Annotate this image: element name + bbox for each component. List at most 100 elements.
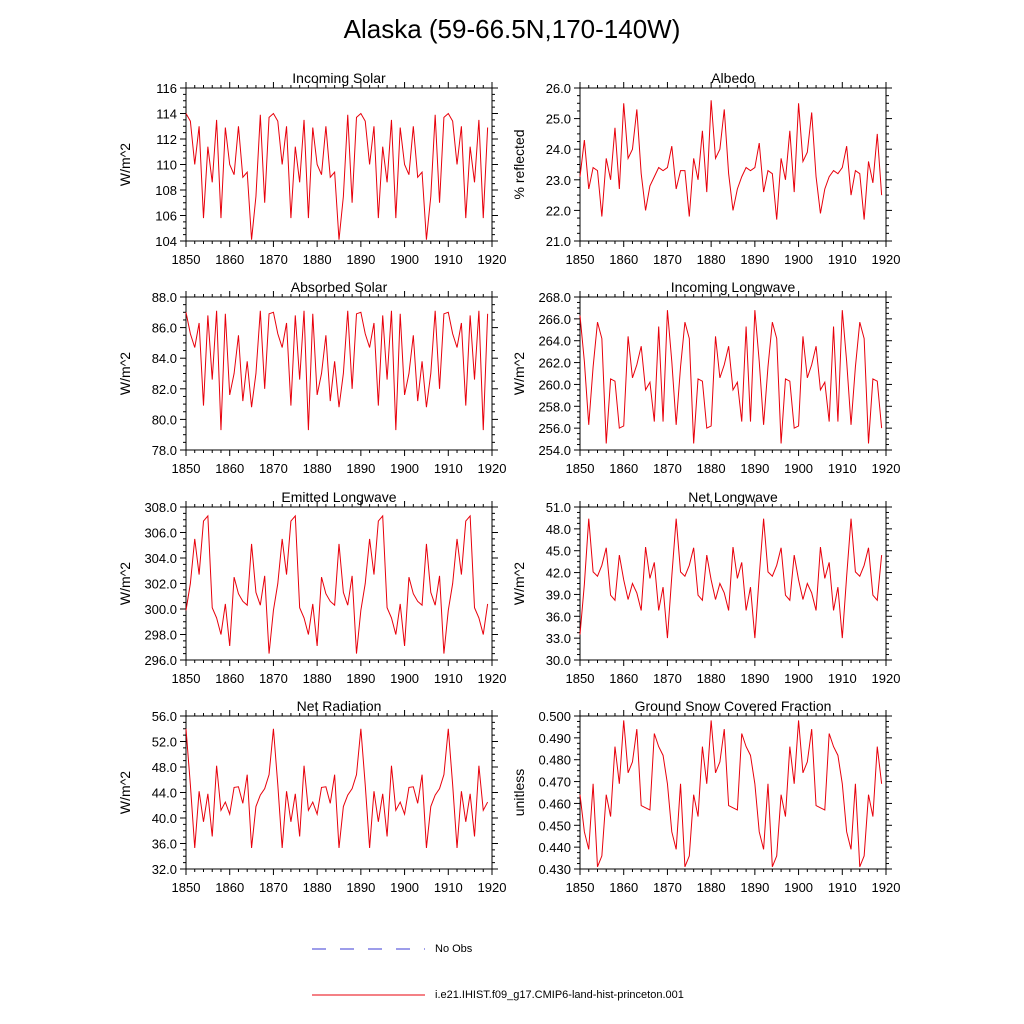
chart-ground-snow-covered-fraction: Ground Snow Covered Fraction unitless 0.43… xyxy=(511,698,900,895)
chart-net-radiation-xtick-label: 1910 xyxy=(434,880,463,895)
chart-absorbed-solar-title: Absorbed Solar xyxy=(291,279,388,295)
chart-net-radiation: Net Radiation W/m^2 32.0 36.0 40.0 44.0 48.0 52… xyxy=(117,698,506,895)
chart-net-longwave-ytick-label: 39.0 xyxy=(546,587,571,602)
chart-incoming-longwave-ytick-label: 256.0 xyxy=(538,421,571,436)
chart-net-longwave-xtick-label: 1880 xyxy=(697,671,726,686)
chart-albedo: Albedo % reflected 21.0 22.0 23.0 24.0 25.0 26.… xyxy=(511,70,900,267)
chart-absorbed-solar-ytick-label: 78.0 xyxy=(152,443,177,458)
chart-emitted-longwave-xtick-label: 1870 xyxy=(259,671,288,686)
chart-net-longwave-xtick-label: 1920 xyxy=(872,671,901,686)
chart-albedo-xtick-label: 1910 xyxy=(828,252,857,267)
chart-emitted-longwave-xtick-label: 1900 xyxy=(390,671,419,686)
chart-incoming-longwave-xtick-label: 1910 xyxy=(828,461,857,476)
chart-emitted-longwave-xtick-label: 1890 xyxy=(346,671,375,686)
chart-ground-snow-covered-fraction-ytick-label: 0.450 xyxy=(538,818,571,833)
chart-incoming-longwave-ytick-label: 260.0 xyxy=(538,377,571,392)
chart-ground-snow-covered-fraction-series-line xyxy=(579,720,883,867)
chart-ground-snow-covered-fraction-xtick-label: 1880 xyxy=(697,880,726,895)
chart-net-longwave-ytick-label: 45.0 xyxy=(546,544,571,559)
chart-net-radiation-ytick-label: 52.0 xyxy=(152,735,177,750)
chart-net-radiation-series-line xyxy=(185,728,489,849)
chart-absorbed-solar-xtick-label: 1870 xyxy=(259,461,288,476)
chart-incoming-longwave-ylabel: W/m^2 xyxy=(511,352,527,395)
chart-incoming-solar-xtick-label: 1890 xyxy=(346,252,375,267)
chart-net-longwave-xtick-label: 1910 xyxy=(828,671,857,686)
chart-emitted-longwave-ytick-label: 300.0 xyxy=(144,602,177,617)
chart-emitted-longwave-ytick-label: 296.0 xyxy=(144,653,177,668)
chart-net-longwave-ytick-label: 36.0 xyxy=(546,609,571,624)
chart-incoming-longwave-title: Incoming Longwave xyxy=(671,279,796,295)
chart-albedo-ytick-label: 21.0 xyxy=(546,234,571,249)
chart-albedo-xtick-label: 1880 xyxy=(697,252,726,267)
chart-absorbed-solar-ytick-label: 82.0 xyxy=(152,382,177,397)
page-title: Alaska (59-66.5N,170-140W) xyxy=(343,14,681,44)
chart-incoming-solar-ytick-label: 108 xyxy=(155,183,177,198)
chart-albedo-series-line xyxy=(579,100,883,220)
chart-emitted-longwave: Emitted Longwave W/m^2 296.0 298.0 300.0 302.… xyxy=(117,489,506,686)
chart-net-radiation-ytick-label: 44.0 xyxy=(152,786,177,801)
chart-absorbed-solar-xtick-label: 1860 xyxy=(215,461,244,476)
chart-net-longwave-series-line xyxy=(579,518,883,639)
chart-incoming-solar-title: Incoming Solar xyxy=(292,70,386,86)
chart-ground-snow-covered-fraction-xtick-label: 1850 xyxy=(566,880,595,895)
chart-incoming-solar-ytick-label: 106 xyxy=(155,209,177,224)
chart-incoming-solar-xtick-label: 1880 xyxy=(303,252,332,267)
chart-emitted-longwave-xtick-label: 1860 xyxy=(215,671,244,686)
chart-albedo-frame xyxy=(579,87,887,242)
chart-albedo-ytick-label: 25.0 xyxy=(546,112,571,127)
chart-incoming-longwave: Incoming Longwave W/m^2 254.0 256.0 258.0 260… xyxy=(511,279,900,476)
chart-absorbed-solar-ytick-label: 84.0 xyxy=(152,351,177,366)
chart-net-radiation-xtick-label: 1880 xyxy=(303,880,332,895)
chart-albedo-ytick-label: 24.0 xyxy=(546,142,571,157)
chart-emitted-longwave-ytick-label: 304.0 xyxy=(144,551,177,566)
chart-incoming-solar-ytick-label: 114 xyxy=(156,107,177,122)
chart-emitted-longwave-series-line xyxy=(185,514,489,654)
chart-ground-snow-covered-fraction-ytick-label: 0.480 xyxy=(538,753,571,768)
chart-ground-snow-covered-fraction-ytick-label: 0.490 xyxy=(538,731,571,746)
chart-emitted-longwave-ytick-label: 298.0 xyxy=(144,628,177,643)
chart-net-radiation-xtick-label: 1860 xyxy=(215,880,244,895)
chart-albedo-xtick-label: 1870 xyxy=(653,252,682,267)
chart-net-longwave-ytick-label: 30.0 xyxy=(546,653,571,668)
chart-net-longwave-frame xyxy=(579,506,887,661)
chart-albedo-xtick-label: 1920 xyxy=(872,252,901,267)
chart-incoming-solar-xtick-label: 1920 xyxy=(478,252,507,267)
chart-net-longwave-xtick-label: 1870 xyxy=(653,671,682,686)
chart-emitted-longwave-frame xyxy=(185,506,493,661)
chart-incoming-longwave-xtick-label: 1900 xyxy=(784,461,813,476)
chart-absorbed-solar-xtick-label: 1850 xyxy=(172,461,201,476)
chart-incoming-longwave-ytick-label: 268.0 xyxy=(538,290,571,305)
chart-net-longwave-xtick-label: 1850 xyxy=(566,671,595,686)
chart-absorbed-solar-xtick-label: 1910 xyxy=(434,461,463,476)
chart-emitted-longwave-ytick-label: 308.0 xyxy=(144,500,177,515)
chart-incoming-longwave-xtick-label: 1850 xyxy=(566,461,595,476)
chart-absorbed-solar-frame xyxy=(185,296,493,451)
chart-incoming-solar-series-line xyxy=(185,112,489,240)
chart-net-longwave-xtick-label: 1900 xyxy=(784,671,813,686)
chart-ground-snow-covered-fraction-xtick-label: 1890 xyxy=(740,880,769,895)
chart-albedo-ytick-label: 23.0 xyxy=(546,173,571,188)
chart-net-longwave-ytick-label: 51.0 xyxy=(546,500,571,515)
chart-incoming-solar-xtick-label: 1900 xyxy=(390,252,419,267)
chart-net-longwave-ylabel: W/m^2 xyxy=(511,562,527,605)
chart-absorbed-solar-ytick-label: 88.0 xyxy=(152,290,177,305)
chart-albedo-xtick-label: 1900 xyxy=(784,252,813,267)
chart-incoming-longwave-xtick-label: 1890 xyxy=(740,461,769,476)
chart-emitted-longwave-ytick-label: 306.0 xyxy=(144,526,177,541)
chart-ground-snow-covered-fraction-frame xyxy=(579,715,887,870)
chart-net-longwave-title: Net Longwave xyxy=(688,489,778,505)
chart-albedo-ylabel: % reflected xyxy=(511,129,527,199)
chart-absorbed-solar-ytick-label: 80.0 xyxy=(152,412,177,427)
chart-ground-snow-covered-fraction-ytick-label: 0.460 xyxy=(538,796,571,811)
chart-incoming-longwave-ytick-label: 266.0 xyxy=(538,312,571,327)
chart-incoming-solar-ytick-label: 104 xyxy=(155,234,177,249)
chart-incoming-solar-ytick-label: 110 xyxy=(156,158,177,173)
chart-absorbed-solar-xtick-label: 1900 xyxy=(390,461,419,476)
chart-emitted-longwave-xtick-label: 1920 xyxy=(478,671,507,686)
chart-net-radiation-xtick-label: 1890 xyxy=(346,880,375,895)
chart-ground-snow-covered-fraction-xtick-label: 1860 xyxy=(609,880,638,895)
chart-absorbed-solar: Absorbed Solar W/m^2 78.0 80.0 82.0 84.0 86.0 8… xyxy=(117,279,506,476)
chart-emitted-longwave-title: Emitted Longwave xyxy=(281,489,396,505)
chart-incoming-solar-xtick-label: 1870 xyxy=(259,252,288,267)
chart-absorbed-solar-xtick-label: 1920 xyxy=(478,461,507,476)
